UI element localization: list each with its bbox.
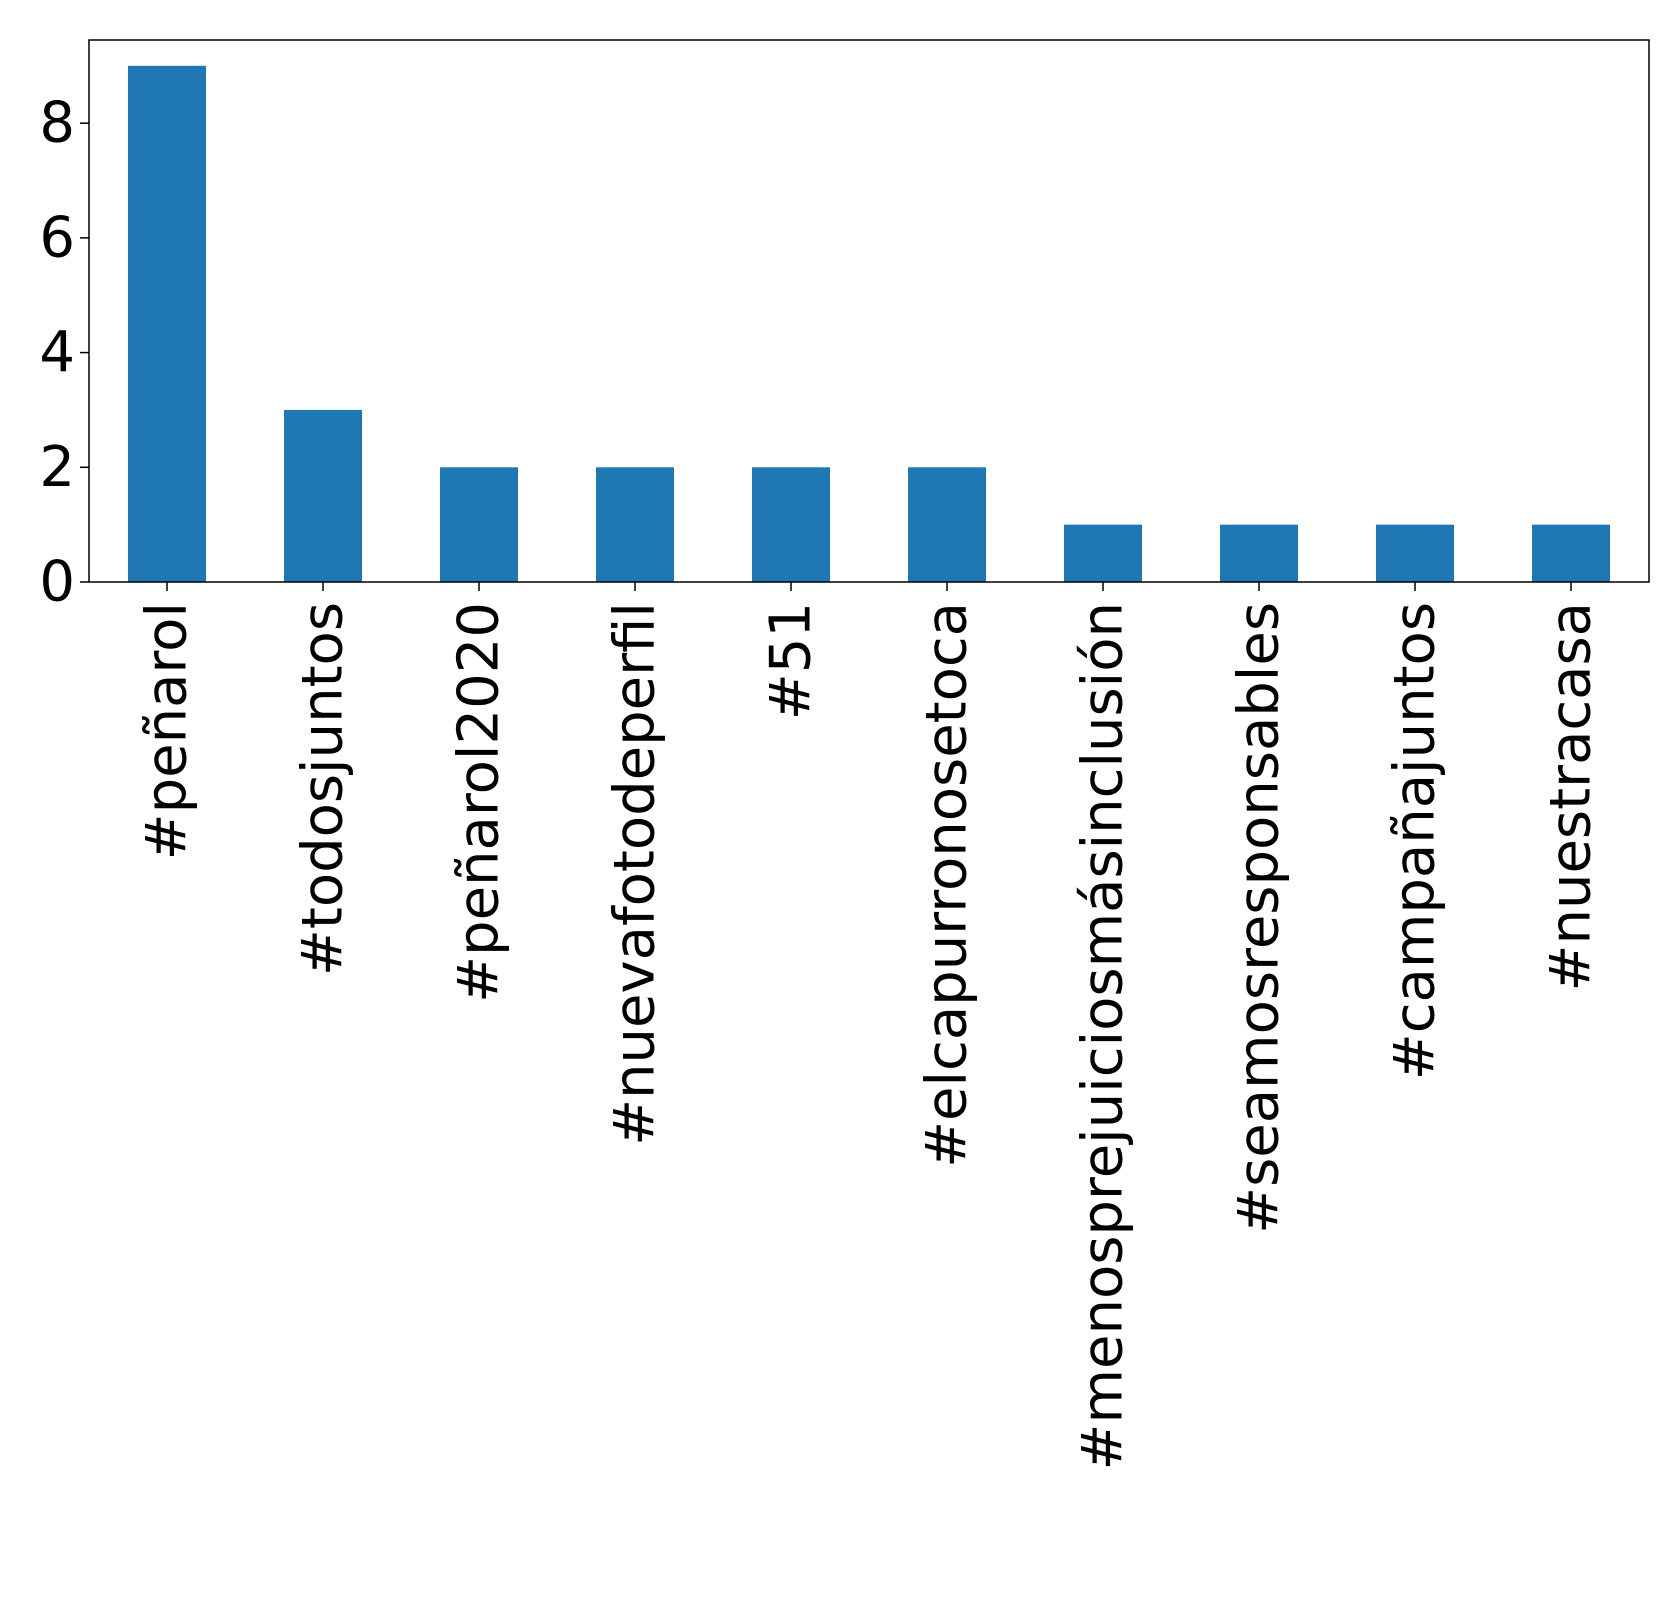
x-tick-label: #peñarol2020 bbox=[447, 602, 512, 1003]
bar bbox=[908, 467, 986, 582]
y-axis: 0 2 4 6 8 bbox=[39, 91, 89, 615]
x-tick-label: #peñarol bbox=[135, 602, 200, 860]
bars-group bbox=[128, 65, 1610, 583]
x-tick-label: #elcapurronosetoca bbox=[915, 602, 980, 1168]
bar bbox=[1532, 524, 1610, 582]
y-tick-label: 4 bbox=[39, 320, 75, 385]
bar bbox=[1220, 524, 1298, 582]
y-tick-label: 6 bbox=[39, 205, 75, 270]
y-tick-label: 8 bbox=[39, 91, 75, 156]
x-tick-label: #nuevafotodeperfil bbox=[603, 602, 668, 1146]
plot-frame bbox=[88, 39, 1650, 583]
bar bbox=[1064, 524, 1142, 582]
y-tick-label: 2 bbox=[39, 435, 75, 500]
y-tick-label: 0 bbox=[39, 550, 75, 615]
bar bbox=[752, 467, 830, 582]
x-tick-label: #nuestracasa bbox=[1539, 602, 1604, 991]
bar bbox=[440, 467, 518, 582]
bar bbox=[1376, 524, 1454, 582]
bar bbox=[284, 409, 362, 582]
x-tick-label: #51 bbox=[759, 602, 824, 720]
x-tick-label: #menosprejuiciosmásinclusión bbox=[1071, 602, 1136, 1470]
bar bbox=[596, 467, 674, 582]
x-tick-label: #todosjuntos bbox=[291, 602, 356, 976]
x-tick-label: #campañajuntos bbox=[1383, 602, 1448, 1080]
x-tick-label: #seamosresponsables bbox=[1227, 602, 1292, 1234]
x-axis: #peñarol #todosjuntos #peñarol2020 #nuevafo… bbox=[135, 582, 1604, 1470]
bar bbox=[128, 65, 206, 583]
